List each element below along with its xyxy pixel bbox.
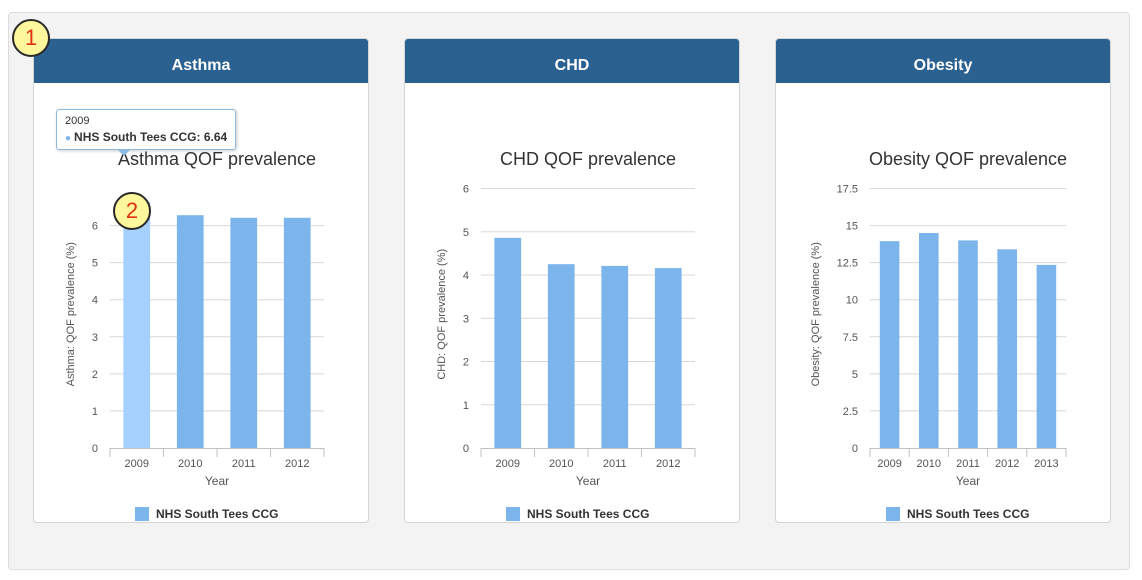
y-tick-label: 5 <box>852 369 858 381</box>
y-tick-label: 4 <box>463 270 469 282</box>
bar <box>1036 264 1057 448</box>
asthma-chart: Asthma QOF prevalence 0 1 2 3 4 5 6 2009 2010 2011… <box>65 149 325 521</box>
x-axis-title: Year <box>576 474 600 488</box>
y-axis-title: CHD: QOF prevalence (%) <box>436 249 448 380</box>
y-tick-label: 1 <box>463 400 469 412</box>
x-axis-title: Year <box>956 474 980 488</box>
x-axis-title: Year <box>205 474 229 488</box>
y-tick-label: 15 <box>846 221 858 233</box>
bar <box>919 232 939 448</box>
y-axis-title: Obesity: QOF prevalence (%) <box>810 242 822 386</box>
x-tick-label: 2011 <box>956 458 980 470</box>
x-tick-label: 2012 <box>656 458 680 470</box>
x-tick-label: 2010 <box>549 458 573 470</box>
x-tick-label: 2010 <box>917 458 941 470</box>
tooltip-category: 2009 <box>65 115 90 127</box>
y-tick-label: 5 <box>92 258 98 270</box>
tooltip-text: NHS South Tees CCG: 6.64 <box>74 130 228 144</box>
x-tick-label: 2013 <box>1034 458 1058 470</box>
bar <box>997 249 1017 448</box>
y-tick-label: 6 <box>92 221 98 233</box>
y-tick-label: 12.5 <box>837 258 858 270</box>
y-tick-label: 0 <box>92 443 98 455</box>
tooltip-series-marker: ● <box>65 133 72 144</box>
panel-header-chd: CHD <box>405 39 739 83</box>
x-tick-label: 2011 <box>232 458 256 470</box>
y-tick-label: 3 <box>463 313 469 325</box>
legend-label: NHS South Tees CCG <box>156 507 278 521</box>
bar <box>230 217 258 448</box>
y-tick-label: 6 <box>463 184 469 196</box>
bar <box>123 201 151 448</box>
chd-panel: CHD CHD QOF prevalence 0 1 2 3 4 5 6 2009 2010 201… <box>404 38 740 523</box>
bar <box>958 240 978 448</box>
y-tick-label: 4 <box>92 295 98 307</box>
y-tick-label: 10 <box>846 295 858 307</box>
bar <box>601 265 629 448</box>
y-tick-label: 2 <box>92 369 98 381</box>
y-tick-label: 3 <box>92 332 98 344</box>
x-tick-label: 2012 <box>285 458 309 470</box>
x-tick-label: 2012 <box>995 458 1019 470</box>
legend-swatch <box>506 507 520 521</box>
bar <box>879 241 900 448</box>
y-tick-label: 0 <box>852 443 858 455</box>
y-tick-label: 0 <box>463 443 469 455</box>
chd-chart: CHD QOF prevalence 0 1 2 3 4 5 6 2009 2010 2011 201… <box>436 149 696 521</box>
y-tick-label: 5 <box>463 227 469 239</box>
legend-label: NHS South Tees CCG <box>907 507 1029 521</box>
y-tick-label: 1 <box>92 406 98 418</box>
y-axis-title: Asthma: QOF prevalence (%) <box>65 242 77 386</box>
annotation-marker-1: 1 <box>12 19 50 57</box>
y-tick-label: 2.5 <box>843 406 858 418</box>
x-tick-label: 2009 <box>496 458 520 470</box>
x-tick-label: 2010 <box>178 458 202 470</box>
panel-header-obesity: Obesity <box>776 39 1110 83</box>
obesity-panel: Obesity Obesity QOF prevalence 0 2.5 5 7.5 10… <box>775 38 1111 523</box>
y-tick-label: 17.5 <box>837 184 858 196</box>
bar <box>547 264 575 448</box>
bar <box>494 237 522 448</box>
legend-swatch <box>886 507 900 521</box>
x-tick-label: 2011 <box>603 458 627 470</box>
x-tick-label: 2009 <box>125 458 149 470</box>
bar <box>654 268 682 448</box>
chart-tooltip: 2009 ● NHS South Tees CCG: 6.64 <box>56 109 237 156</box>
chart-title: Obesity QOF prevalence <box>869 149 1067 169</box>
obesity-chart: Obesity QOF prevalence 0 2.5 5 7.5 10 12.5 15 17… <box>810 149 1067 521</box>
y-tick-label: 7.5 <box>843 332 858 344</box>
bar <box>283 217 311 448</box>
legend-swatch <box>135 507 149 521</box>
chart-title: Asthma QOF prevalence <box>118 149 316 169</box>
legend-label: NHS South Tees CCG <box>527 507 649 521</box>
y-tick-label: 2 <box>463 357 469 369</box>
tooltip-arrow <box>117 149 131 156</box>
chart-title: CHD QOF prevalence <box>500 149 676 169</box>
x-tick-label: 2009 <box>877 458 901 470</box>
annotation-marker-2: 2 <box>113 192 151 230</box>
panel-header-asthma: Asthma <box>34 39 368 83</box>
bar <box>176 215 204 448</box>
